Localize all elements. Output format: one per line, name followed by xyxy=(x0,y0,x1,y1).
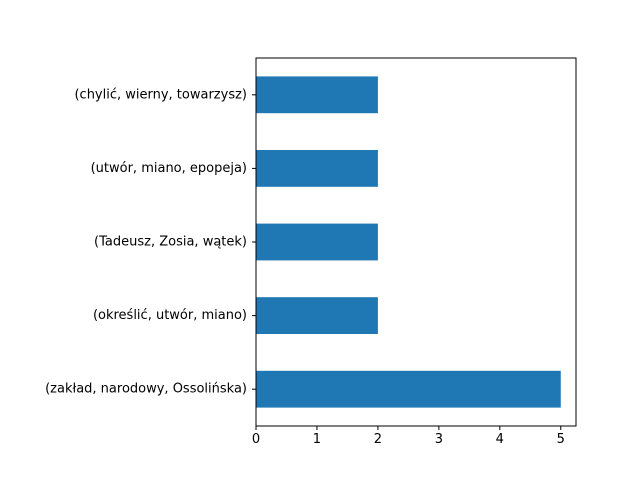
y-tick-label: (określić, utwór, miano) xyxy=(93,308,247,323)
bar xyxy=(256,370,561,408)
y-tick-label: (Tadeusz, Zosia, wątek) xyxy=(94,235,247,250)
bar xyxy=(256,150,378,187)
bars-group xyxy=(256,76,561,408)
x-tick-label: 5 xyxy=(557,432,565,447)
x-tick-label: 4 xyxy=(496,432,504,447)
bar xyxy=(256,223,378,261)
bar xyxy=(256,76,378,114)
x-tick-labels: 0 1 2 3 4 5 xyxy=(252,432,565,447)
y-tick-label: (utwór, miano, epopeja) xyxy=(91,161,247,176)
x-tick-label: 3 xyxy=(435,432,443,447)
y-tick-marks xyxy=(252,94,256,390)
bar xyxy=(256,297,378,334)
x-tick-label: 0 xyxy=(252,432,260,447)
x-tick-label: 2 xyxy=(374,432,382,447)
y-tick-label: (zakład, narodowy, Ossolińska) xyxy=(45,382,247,397)
x-tick-label: 1 xyxy=(313,432,321,447)
y-tick-label: (chylić, wierny, towarzysz) xyxy=(74,87,247,102)
y-tick-labels: (zakład, narodowy, Ossolińska) (określić,… xyxy=(45,87,247,396)
plot-frame xyxy=(255,57,577,427)
x-tick-marks xyxy=(255,426,562,430)
